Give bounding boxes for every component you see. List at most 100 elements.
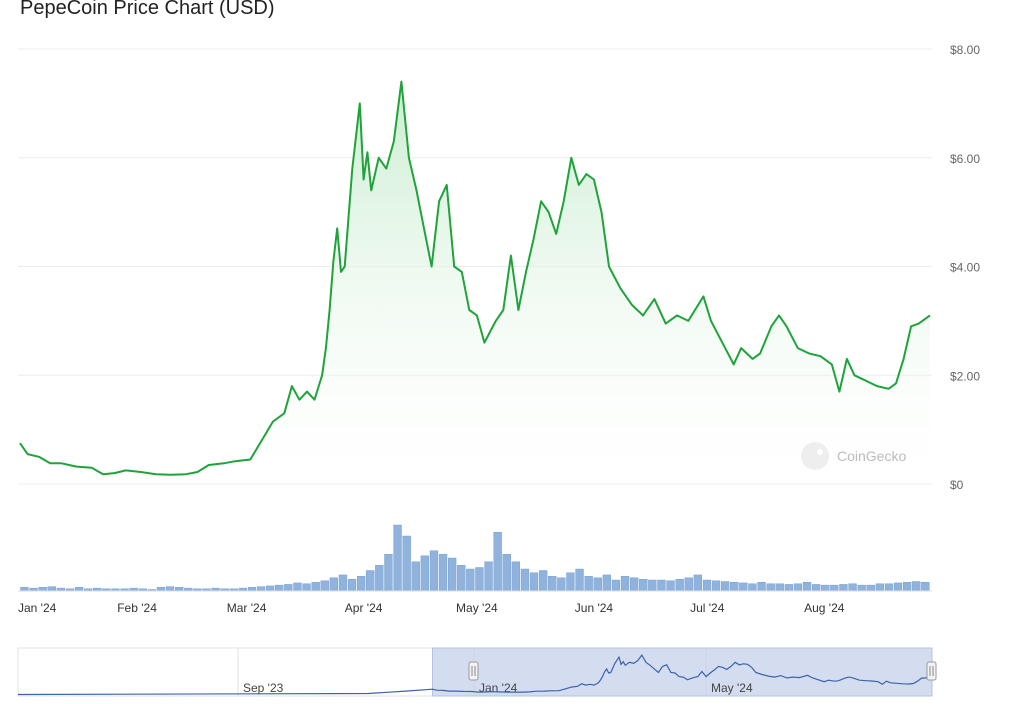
volume-bar [302,583,311,592]
volume-bar [802,582,812,592]
volume-bar [821,584,830,592]
volume-bar [402,535,411,592]
volume-bar [311,582,320,592]
volume-bar [893,582,903,592]
x-axis: Jan '24 Feb '24 Mar '24 Apr '24 May '24 Jun '… [18,601,845,615]
navigator-tick-label: Jan '24 [479,681,518,695]
volume-bar [411,561,420,592]
volume-bar [520,568,530,592]
coingecko-watermark: CoinGecko [801,442,906,470]
y-tick-label: $0 [950,478,964,492]
volume-bar [884,583,894,592]
volume-bar [766,583,775,592]
volume-bar [420,555,429,592]
volume-bar [20,587,29,592]
y-tick-label: $8.00 [950,43,980,57]
navigator-series-line [17,654,933,696]
volume-bar [38,587,47,592]
x-tick-label: Mar '24 [227,601,267,615]
volume-bar [730,582,739,592]
volume-bar [693,574,703,592]
x-tick-label: Feb '24 [117,601,157,615]
x-tick-label: Jul '24 [690,601,725,615]
volume-bar [375,565,384,592]
volume-bar [247,587,257,592]
volume-bar [620,576,630,592]
volume-bar [702,579,712,592]
volume-bar [584,576,593,592]
volume-bar [611,579,621,592]
volume-bar [602,574,612,592]
volume-bar [675,579,684,592]
volume-bar [748,583,757,592]
volume-bar [275,584,284,592]
volume-bar [347,579,357,592]
volume-bar [329,577,338,592]
volume-bar [357,576,366,592]
volume-bar [593,577,602,592]
navigator-tick-label: May '24 [711,681,753,695]
volume-bar [875,583,885,592]
volume-bar [812,584,821,592]
volume-bar [366,570,375,592]
volume-bar [839,584,848,592]
volume-bar [775,583,784,592]
volume-bar [557,577,566,592]
volume-bar [511,561,520,592]
volume-bar [293,582,302,592]
range-navigator[interactable]: Sep '23 Jan '24 May '24 [17,647,937,697]
volume-bar [529,572,539,592]
volume-bar [784,584,794,592]
volume-bar [448,557,457,592]
volume-bar [429,550,439,592]
volume-bar [475,567,484,592]
volume-bar [566,572,575,592]
volume-bar [739,582,748,592]
volume-bar [857,584,866,592]
volume-bar [539,570,548,592]
y-axis: $0 $2.00 $4.00 $6.00 $8.00 [950,43,980,492]
volume-bar [266,585,275,592]
volume-bar [684,577,693,592]
y-tick-label: $2.00 [950,369,980,383]
volume-bar [830,584,839,592]
volume-bar [484,561,493,592]
price-line[interactable] [19,80,931,476]
navigator-left-handle[interactable] [468,661,479,681]
navigator-right-handle[interactable] [926,661,937,681]
volume-bar [338,574,348,592]
volume-bar [320,580,329,592]
y-tick-label: $4.00 [950,261,980,275]
volume-bar [848,583,857,592]
volume-bar [256,586,266,592]
navigator-tick-label: Sep '23 [243,681,284,695]
volume-bar [457,565,466,592]
volume-bar [575,568,584,592]
volume-bar [393,524,402,592]
x-tick-label: May '24 [456,601,498,615]
navigator-selection[interactable] [432,647,933,697]
x-tick-label: Jun '24 [575,601,614,615]
chart-title: PepeCoin Price Chart (USD) [20,0,275,19]
x-tick-label: Jan '24 [18,601,57,615]
watermark-text: CoinGecko [837,448,906,464]
volume-bar [548,576,557,592]
volume-bar [502,554,511,592]
volume-bar [903,582,912,592]
volume-bar [47,586,56,592]
price-area [20,81,930,484]
volume-bar [757,582,766,592]
volume-bar [438,554,448,592]
volume-bar [648,579,657,592]
volume-bar [493,532,502,592]
volume-bar [666,580,675,592]
volume-bar [156,587,166,592]
volume-bar [793,583,803,592]
volume-bar [921,582,930,592]
volume-bar [384,554,393,592]
x-tick-label: Apr '24 [345,601,383,615]
volume-bar [74,587,84,592]
volume-bar [174,587,184,592]
volume-bar [721,581,730,592]
